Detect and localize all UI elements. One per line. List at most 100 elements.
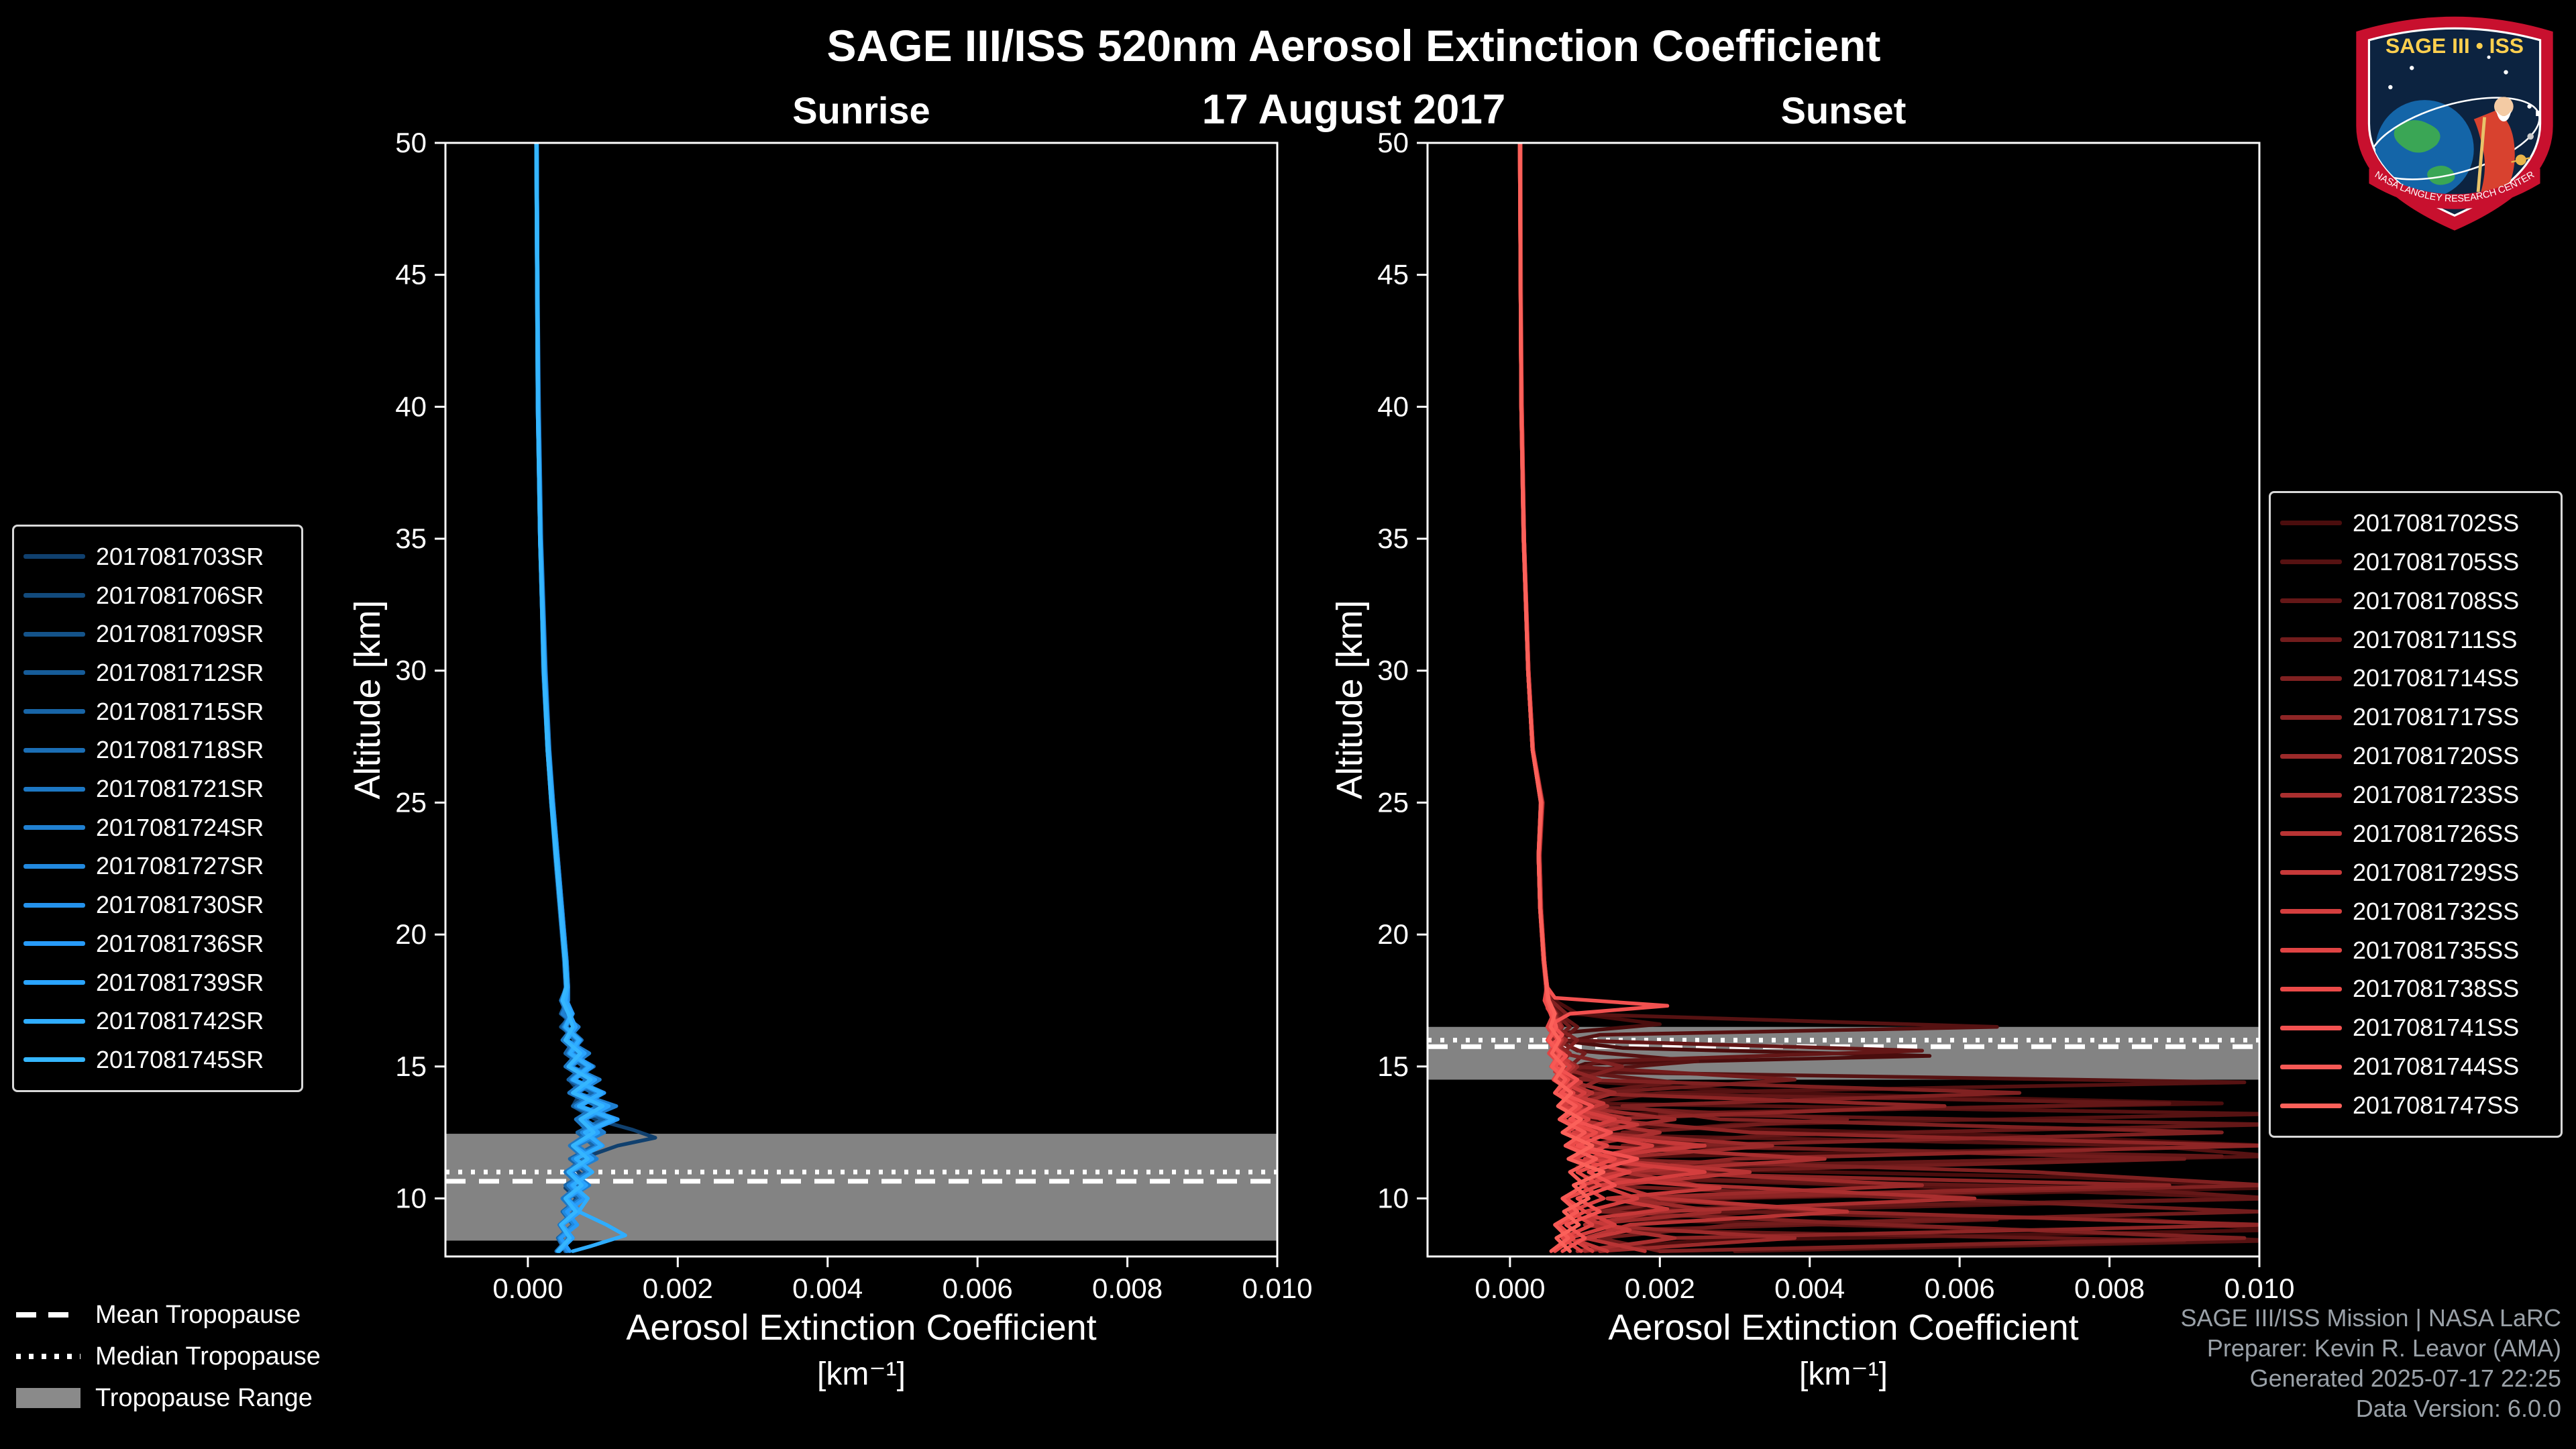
axes-frame [1426, 142, 2261, 1258]
legend-item-label: 2017081717SS [2353, 703, 2520, 731]
legend-item-label: 2017081712SR [96, 658, 264, 686]
legend-line-swatch [2280, 831, 2342, 837]
profile-line-2017081703SR [535, 143, 657, 1253]
legend-item-label: 2017081708SS [2353, 586, 2520, 614]
x-tick-label: 0.008 [2074, 1273, 2145, 1304]
legend-item-label: 2017081720SS [2353, 742, 2520, 770]
legend-item-label: 2017081738SS [2353, 975, 2520, 1003]
legend-item: 2017081723SS [2280, 777, 2551, 814]
page-title: SAGE III/ISS 520nm Aerosol Extinction Co… [826, 21, 1881, 70]
legend-line-swatch [23, 825, 85, 830]
credits-block: SAGE III/ISS Mission | NASA LaRC Prepare… [2180, 1303, 2561, 1424]
legend-item-label: 2017081741SS [2353, 1014, 2520, 1042]
x-tick-label: 0.004 [1774, 1273, 1845, 1304]
legend-item-label: 2017081718SR [96, 736, 264, 764]
dashed-line-swatch [16, 1312, 80, 1318]
x-tick-label: 0.000 [1474, 1273, 1545, 1304]
legend-line-swatch [23, 709, 85, 714]
legend-item: 2017081721SR [23, 771, 292, 808]
legend-line-swatch [2280, 753, 2342, 759]
dotted-line-swatch [16, 1354, 80, 1359]
mean-tropopause-legend-item: Mean Tropopause [16, 1299, 321, 1331]
legend-item-label: 2017081732SS [2353, 897, 2520, 925]
legend-item-label: 2017081721SR [96, 775, 264, 803]
y-tick-label: 10 [395, 1182, 427, 1214]
legend-line-swatch [23, 554, 85, 559]
median-tropopause-legend-item: Median Tropopause [16, 1340, 321, 1373]
legend-item-label: 2017081742SR [96, 1007, 264, 1035]
y-tick-label: 30 [1377, 655, 1409, 686]
plot-panel-sunrise [445, 143, 1277, 1253]
y-tick-label: 45 [1377, 259, 1409, 290]
mission-credit: SAGE III/ISS Mission | NASA LaRC [2180, 1304, 2561, 1332]
tropopause-range-label: Tropopause Range [95, 1383, 313, 1412]
legend-item: 2017081726SS [2280, 815, 2551, 852]
legend-item: 2017081727SR [23, 848, 292, 885]
y-tick-label: 25 [395, 786, 427, 818]
plot-panel-sunset [1428, 143, 2259, 1253]
figure-date: 17 August 2017 [1201, 87, 1506, 133]
x-tick-label: 0.002 [643, 1273, 713, 1304]
y-tick-label: 30 [395, 655, 427, 686]
legend-line-swatch [23, 863, 85, 869]
x-tick-label: 0.004 [792, 1273, 863, 1304]
legend-item: 2017081720SS [2280, 738, 2551, 775]
logo-iss-marker [2536, 111, 2540, 117]
x-tick-label: 0.010 [1242, 1273, 1312, 1304]
legend-line-swatch [2280, 521, 2342, 526]
y-tick-label: 15 [1377, 1051, 1409, 1082]
logo-graphic: SAGE III • ISS NASA LANGLEY RESEARCH CEN… [2356, 16, 2553, 231]
y-tick-label: 50 [395, 127, 427, 158]
x-tick-label: 0.000 [492, 1273, 563, 1304]
legend-line-swatch [23, 670, 85, 676]
x-tick-label: 0.008 [1092, 1273, 1163, 1304]
legend-item: 2017081747SS [2280, 1087, 2551, 1124]
profile-line-2017081747SS [1517, 143, 1606, 1253]
legend-item: 2017081718SR [23, 732, 292, 769]
x-tick-label: 0.006 [943, 1273, 1013, 1304]
legend-item: 2017081741SS [2280, 1010, 2551, 1046]
legend-item-label: 2017081724SR [96, 813, 264, 841]
legend-item: 2017081712SR [23, 654, 292, 691]
legend-item: 2017081745SR [23, 1041, 292, 1078]
legend-item: 2017081730SR [23, 887, 292, 924]
legend-item: 2017081703SR [23, 538, 292, 575]
sunset-legend: 2017081702SS 2017081705SS 2017081708SS 2017… [2269, 491, 2563, 1138]
legend-item-label: 2017081706SR [96, 581, 264, 609]
legend-item: 2017081702SS [2280, 504, 2551, 541]
band-swatch [16, 1388, 80, 1408]
legend-line-swatch [2280, 1103, 2342, 1108]
generated-timestamp: Generated 2025-07-17 22:25 [2249, 1364, 2561, 1392]
legend-item: 2017081724SR [23, 809, 292, 846]
legend-item-label: 2017081735SS [2353, 936, 2520, 964]
legend-item-label: 2017081730SR [96, 891, 264, 919]
legend-item-label: 2017081745SR [96, 1045, 264, 1073]
sunrise-x-axis-unit: [km⁻¹] [817, 1356, 906, 1392]
legend-item-label: 2017081714SS [2353, 664, 2520, 692]
y-tick-label: 40 [1377, 390, 1409, 422]
legend-line-swatch [23, 1018, 85, 1024]
legend-line-swatch [2280, 986, 2342, 991]
legend-line-swatch [23, 902, 85, 908]
y-tick-label: 40 [395, 390, 427, 422]
legend-item: 2017081735SS [2280, 932, 2551, 969]
median-tropopause-label: Median Tropopause [95, 1342, 321, 1371]
mean-tropopause-label: Mean Tropopause [95, 1300, 301, 1329]
legend-line-swatch [2280, 598, 2342, 604]
legend-item: 2017081706SR [23, 577, 292, 614]
legend-item-label: 2017081729SS [2353, 858, 2520, 886]
legend-line-swatch [2280, 676, 2342, 681]
legend-item: 2017081709SR [23, 616, 292, 653]
legend-line-swatch [23, 786, 85, 792]
logo-title: SAGE III • ISS [2385, 34, 2524, 58]
sage-iii-iss-logo: SAGE III • ISS NASA LANGLEY RESEARCH CEN… [2347, 8, 2563, 235]
preparer-credit: Preparer: Kevin R. Leavor (AMA) [2206, 1334, 2561, 1362]
y-tick-label: 35 [395, 523, 427, 554]
legend-item-label: 2017081747SS [2353, 1091, 2520, 1120]
tropopause-legend: Mean Tropopause Median Tropopause Tropop… [16, 1299, 321, 1414]
y-tick-label: 25 [1377, 786, 1409, 818]
sunset-panel-title: Sunset [1780, 89, 1907, 131]
legend-line-swatch [23, 1057, 85, 1063]
legend-item: 2017081714SS [2280, 660, 2551, 697]
